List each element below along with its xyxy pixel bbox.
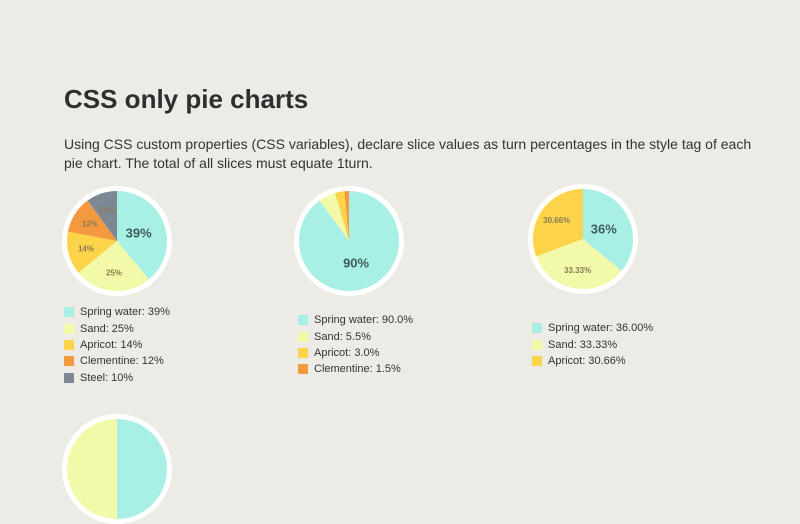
legend-swatch — [298, 347, 308, 358]
legend-label: Spring water: 90.0% — [314, 314, 414, 327]
page-description: Using CSS custom properties (CSS variabl… — [64, 136, 752, 171]
legend-label: Sand: 5.5% — [314, 330, 371, 343]
legend-label: Clementine: 1.5% — [314, 363, 401, 376]
pie-chart-3: 36% 33.33% 30.66% Spring water: 36.00% Sand… — [528, 184, 728, 394]
pie-slice-sand — [78, 241, 149, 291]
pie-slice-sand — [319, 192, 349, 241]
legend-swatch — [532, 339, 542, 350]
legend-swatch — [64, 372, 74, 383]
pie-slice-label-steel: 10% — [99, 206, 115, 215]
legend-label: Apricot: 3.0% — [314, 346, 380, 359]
legend-swatch — [298, 364, 308, 375]
legend-item-steel: Steel: 10% — [64, 370, 170, 386]
pie-chart-1: 39% 25% 14% 12% 10% Spring water: 39% Sand: 2… — [62, 186, 262, 396]
pie-chart-2: 90% Spring water: 90.0% Sand: 5.5% Apricot… — [294, 186, 494, 396]
legend-label: Sand: 25% — [80, 322, 134, 335]
legend-label: Spring water: 39% — [80, 306, 170, 319]
pie-slice-label-spring-water: 36% — [591, 222, 617, 237]
pie-slice-apricot — [533, 189, 583, 257]
legend-swatch — [64, 339, 74, 350]
legend-swatch — [64, 307, 74, 318]
legend-item-sand: Sand: 25% — [64, 320, 170, 336]
legend-item-sand: Sand: 33.33% — [532, 336, 653, 352]
legend-item-sand: Sand: 5.5% — [298, 328, 413, 344]
legend-swatch — [298, 315, 308, 326]
pie-chart-1-graphic: 39% 25% 14% 12%10% — [62, 186, 172, 296]
legend-swatch — [64, 323, 74, 334]
legend-item-clementine: Clementine: 1.5% — [298, 361, 413, 377]
pie-chart-2-graphic: 90% — [294, 186, 404, 296]
pie-slice-label-apricot: 30.66% — [543, 216, 570, 225]
pie-slice-label-spring-water: 39% — [126, 226, 152, 241]
legend-item-spring-water: Spring water: 39% — [64, 304, 170, 320]
legend-swatch — [532, 355, 542, 366]
legend-item-spring-water: Spring water: 36.00% — [532, 320, 653, 336]
pie-chart-2-legend: Spring water: 90.0% Sand: 5.5% Apricot: 3.… — [298, 312, 413, 378]
pie-slice-label-clementine: 12% — [82, 219, 98, 228]
pie-chart-1-legend: Spring water: 39% Sand: 25% Apricot: 14% Cl… — [64, 304, 170, 386]
legend-item-apricot: Apricot: 30.66% — [532, 353, 653, 369]
legend-label: Sand: 33.33% — [548, 338, 618, 351]
pie-chart-4-graphic — [62, 414, 172, 524]
legend-label: Clementine: 12% — [80, 355, 164, 368]
pie-slice-label-apricot: 14% — [78, 244, 94, 253]
pie-chart-3-legend: Spring water: 36.00% Sand: 33.33% Apricot:… — [532, 320, 653, 369]
pie-chart-4 — [62, 414, 262, 524]
pie-slice-spring-water — [583, 189, 633, 271]
pie-slice-label-spring-water: 90% — [343, 255, 369, 270]
pie-slice-apricot — [67, 231, 117, 273]
page-title: CSS only pie charts — [64, 84, 309, 114]
legend-item-apricot: Apricot: 14% — [64, 337, 170, 353]
legend-label: Apricot: 14% — [80, 338, 143, 351]
pie-slice-clementine — [67, 200, 117, 241]
legend-label: Steel: 10% — [80, 371, 134, 384]
pie-slice-spring-water — [117, 419, 167, 519]
legend-item-spring-water: Spring water: 90.0% — [298, 312, 413, 328]
legend-swatch — [532, 323, 542, 334]
pie-slice-spring-water — [117, 191, 167, 280]
legend-item-apricot: Apricot: 3.0% — [298, 345, 413, 361]
pie-slice-steel — [87, 191, 117, 241]
pie-slice-clementine — [344, 191, 349, 241]
legend-swatch — [298, 331, 308, 342]
legend-swatch — [64, 356, 74, 367]
legend-item-clementine: Clementine: 12% — [64, 353, 170, 369]
pie-slice-label-sand: 25% — [106, 268, 122, 277]
legend-label: Spring water: 36.00% — [548, 322, 654, 335]
pie-chart-3-graphic: 36% 33.33% 30.66% — [528, 184, 638, 294]
pie-slice-sand — [67, 419, 117, 519]
pie-slice-sand — [536, 239, 622, 289]
legend-label: Apricot: 30.66% — [548, 354, 626, 367]
pie-slice-label-sand: 33.33% — [564, 266, 591, 275]
pie-slice-apricot — [335, 191, 349, 241]
